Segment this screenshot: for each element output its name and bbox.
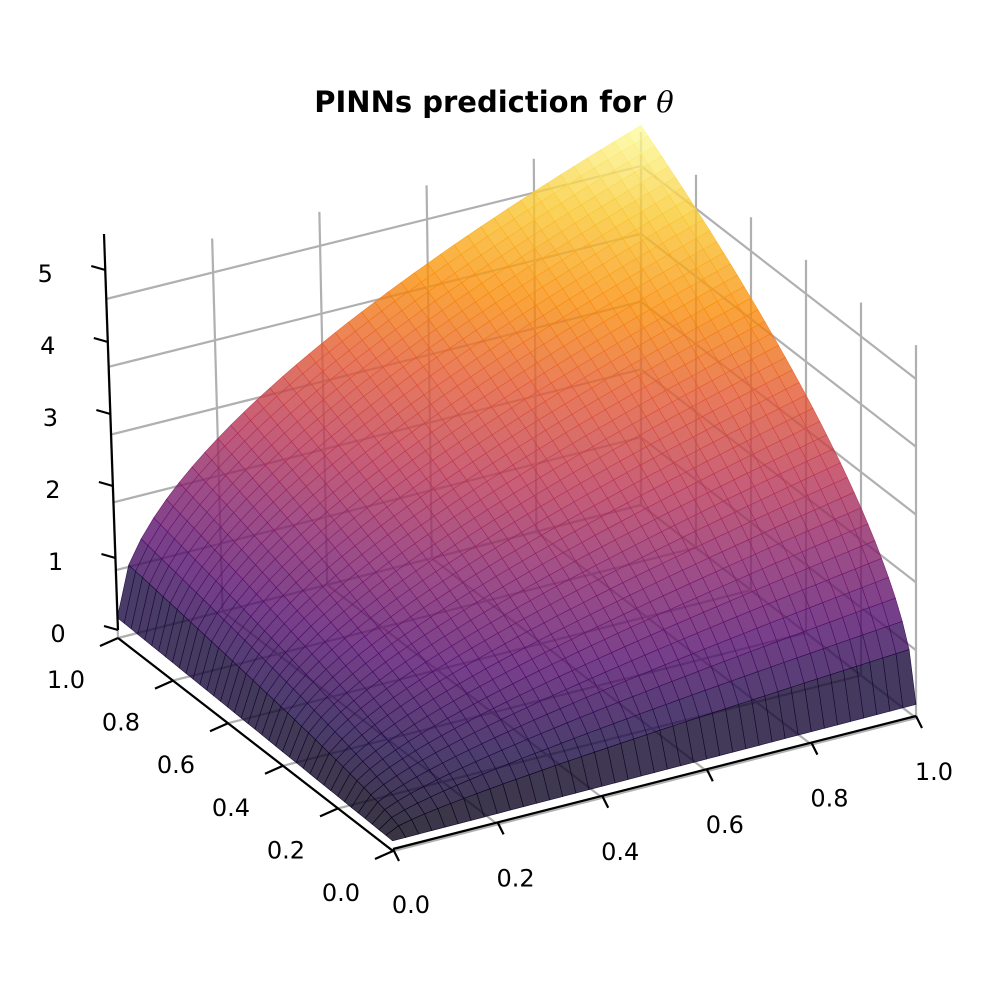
- z-tick-label: 3: [43, 404, 58, 432]
- z-tick-mark: [96, 408, 111, 416]
- z-tick-mark: [93, 336, 109, 344]
- x-axis-line: [392, 714, 917, 851]
- x-tick-mark: [705, 768, 714, 782]
- y-tick-label: 0.6: [157, 751, 195, 779]
- z-tick-mark: [101, 552, 116, 560]
- z-axis-line: [102, 233, 120, 631]
- x-tick-mark: [392, 848, 400, 862]
- surface-mesh: [116, 124, 917, 842]
- y-tick-mark: [154, 679, 174, 690]
- x-tick-label: 1.0: [915, 758, 953, 786]
- tick-labels: 0.0 0.2 0.4 0.6 0.8 1.0 0.0 0.2 0.4 0.6 0.8 1.0 0 1 2 3…: [38, 260, 953, 919]
- x-tick-label: 0.4: [601, 838, 639, 866]
- x-tick-mark: [915, 715, 923, 729]
- z-tick-label: 1: [48, 548, 63, 576]
- z-tick-label: 0: [50, 620, 65, 648]
- y-tick-mark: [264, 764, 284, 775]
- x-tick-label: 0.2: [497, 864, 535, 892]
- z-tick-label: 4: [40, 332, 55, 360]
- z-tick-mark: [103, 624, 119, 632]
- x-tick-label: 0.0: [392, 891, 430, 919]
- z-tick-mark: [90, 264, 106, 272]
- x-tick-label: 0.6: [706, 811, 744, 839]
- y-axis-line: [117, 637, 394, 852]
- z-tick-label: 2: [45, 476, 60, 504]
- y-tick-mark: [374, 849, 394, 861]
- surface-quad: [385, 825, 407, 842]
- y-tick-label: 1.0: [47, 666, 85, 694]
- y-tick-label: 0.8: [102, 709, 140, 737]
- x-tick-mark: [601, 795, 610, 809]
- y-tick-mark: [99, 636, 119, 648]
- z-tick-mark: [98, 480, 114, 488]
- y-tick-mark: [319, 807, 339, 818]
- z-tick-label: 5: [38, 260, 53, 288]
- grid-line-floor: [392, 716, 917, 853]
- x-tick-mark: [810, 742, 819, 756]
- y-tick-label: 0.0: [322, 879, 360, 907]
- x-tick-mark: [496, 821, 505, 835]
- y-tick-label: 0.2: [267, 836, 305, 864]
- x-tick-label: 0.8: [810, 785, 848, 813]
- axes: [102, 233, 917, 852]
- y-tick-mark: [209, 722, 229, 733]
- chart-title: PINNs prediction for θ: [314, 85, 673, 119]
- y-tick-label: 0.4: [212, 794, 250, 822]
